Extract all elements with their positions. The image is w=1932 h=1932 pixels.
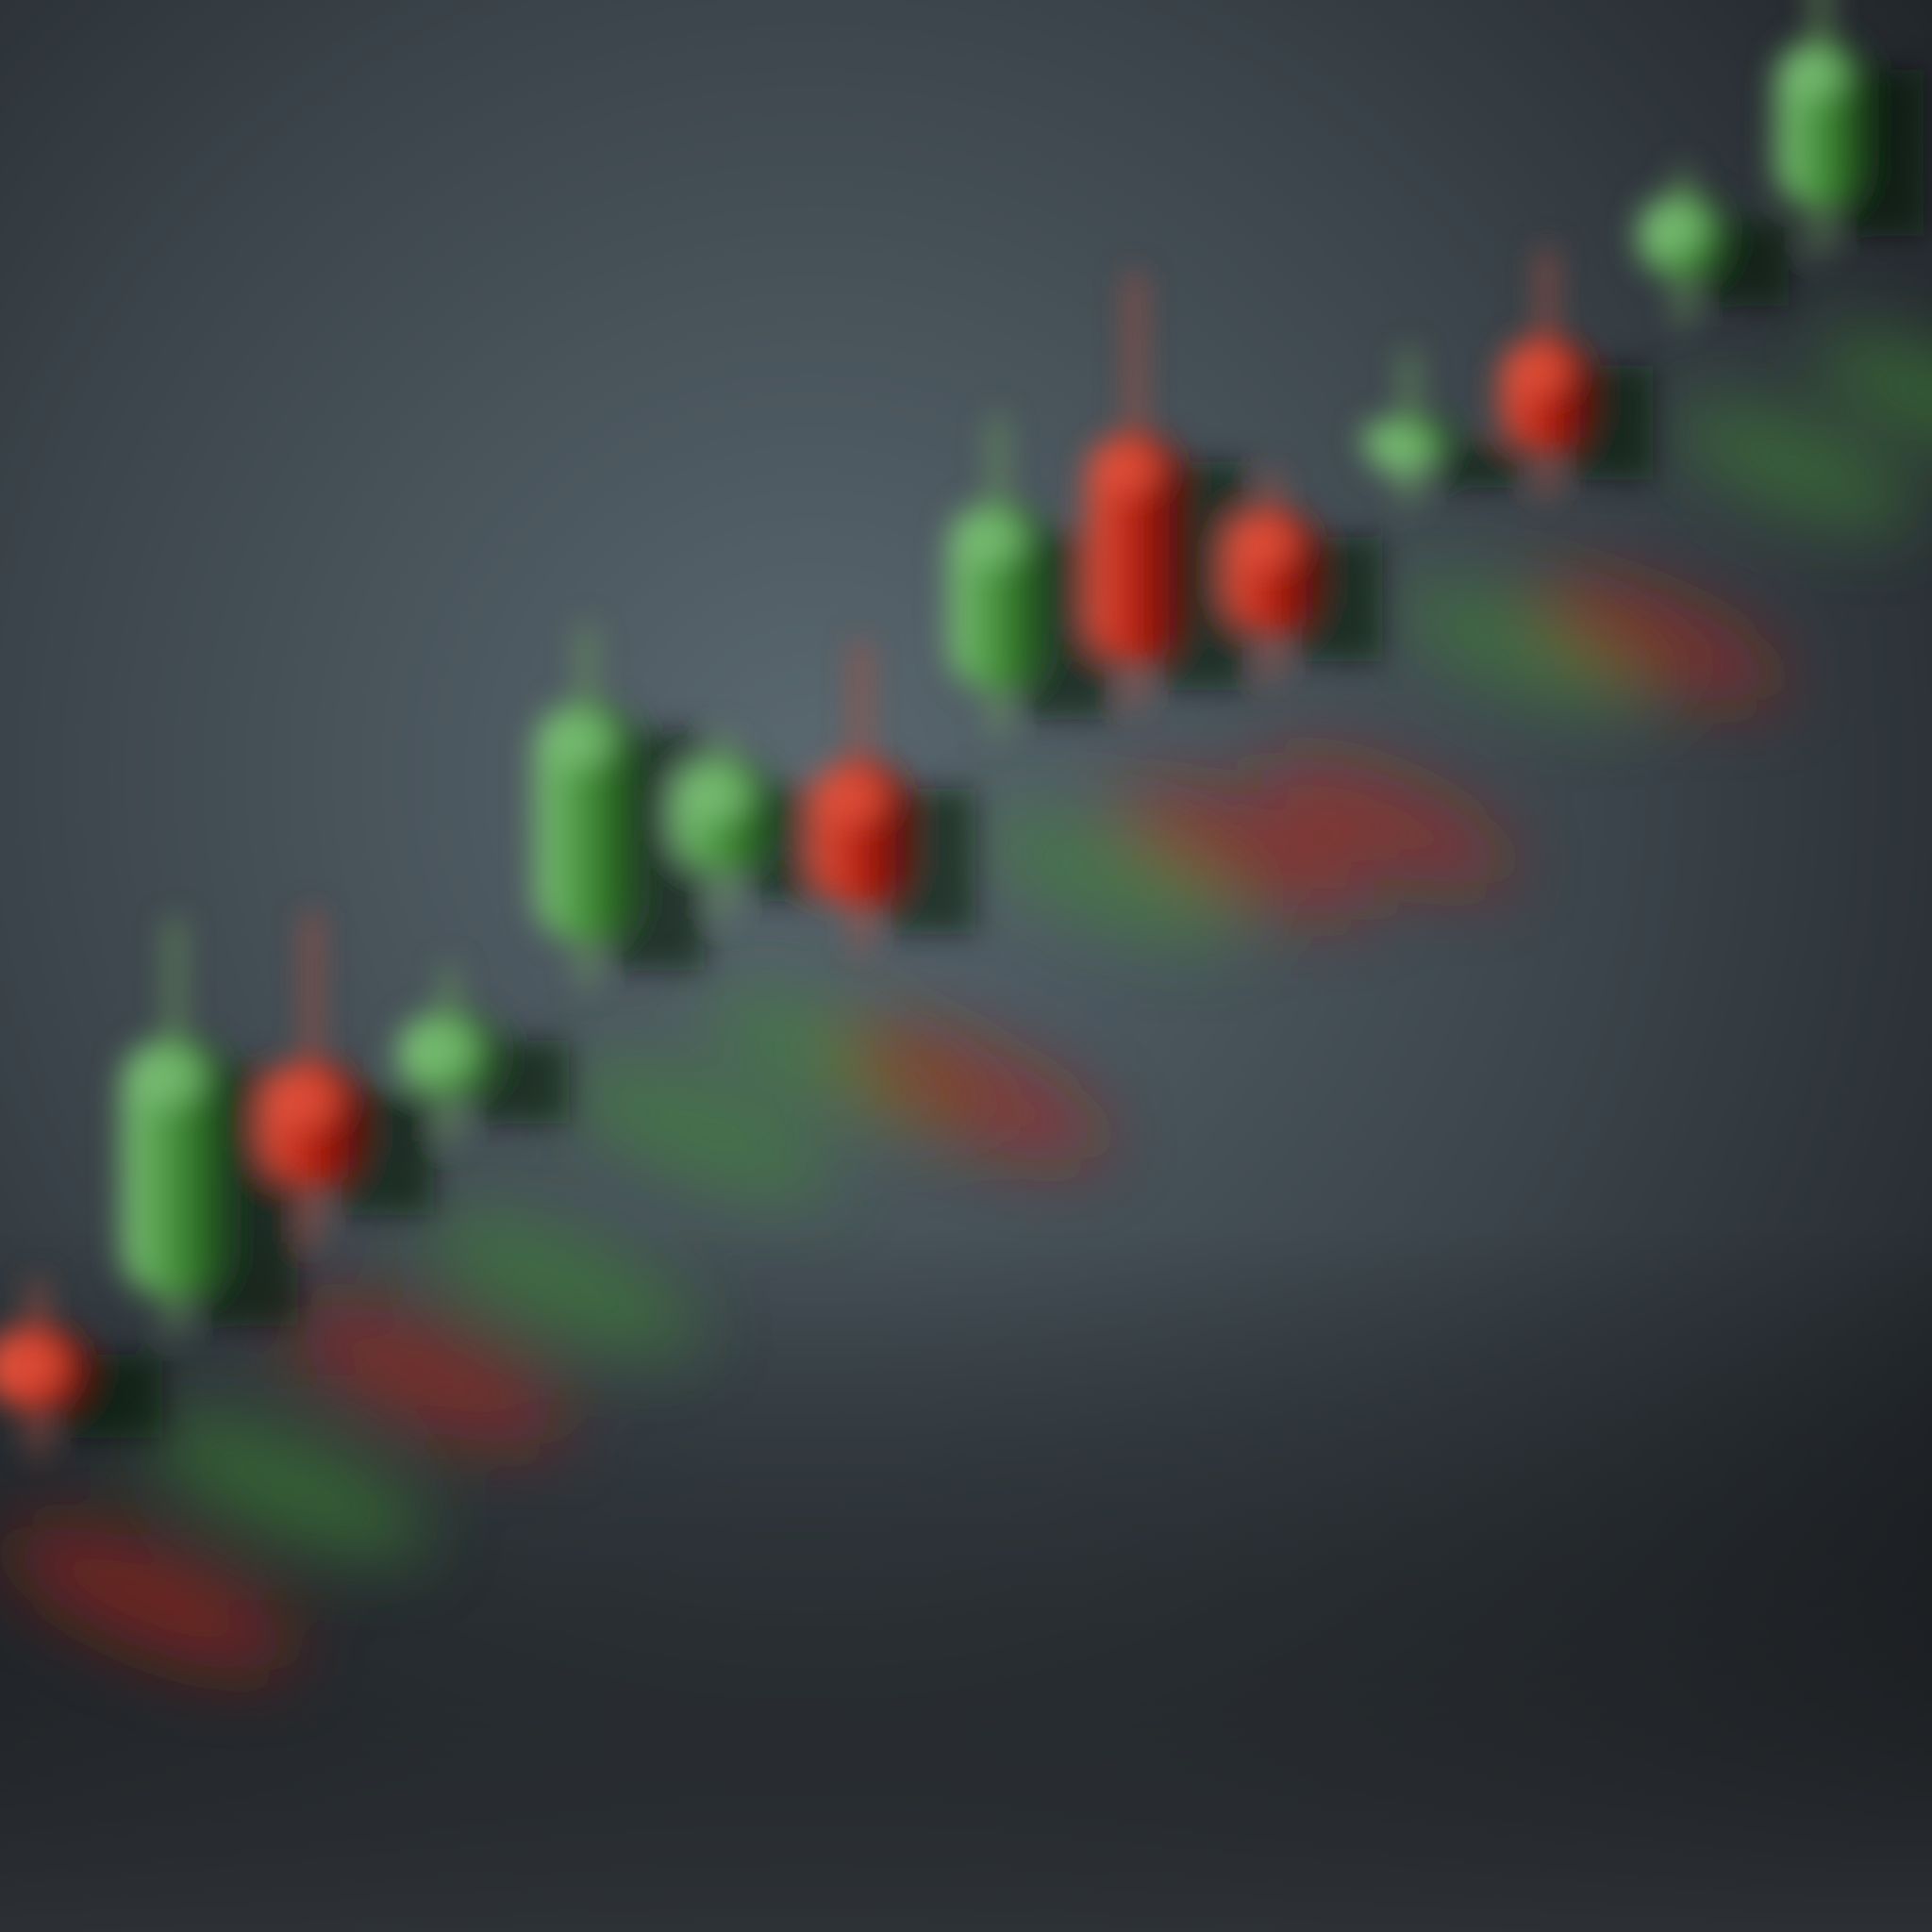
candle-reflection bbox=[1816, 336, 1932, 457]
candle-reflection bbox=[8, 1524, 293, 1672]
candle-highlight bbox=[1506, 343, 1573, 396]
candle-highlight bbox=[1368, 424, 1436, 477]
candle-reflections bbox=[8, 336, 1932, 1672]
candle-highlight bbox=[678, 764, 752, 823]
candle-shadow bbox=[1432, 445, 1518, 488]
candle-reflection bbox=[1538, 577, 1781, 703]
candle-highlight bbox=[954, 510, 1025, 566]
candle-highlight bbox=[1643, 201, 1709, 253]
candle-reflection bbox=[1677, 405, 1916, 528]
candle-reflection bbox=[287, 1304, 564, 1446]
candle-reflection bbox=[565, 1061, 835, 1200]
candle-reflection bbox=[1260, 758, 1510, 887]
candle-highlight bbox=[1091, 440, 1162, 495]
candle-highlight bbox=[541, 710, 616, 769]
candle-highlight bbox=[816, 767, 889, 824]
candle-reflection bbox=[1399, 585, 1646, 711]
candle-reflection bbox=[147, 1414, 428, 1558]
candle-highlight bbox=[0, 1334, 69, 1395]
bullish-candle-body bbox=[121, 1038, 229, 1298]
candle-highlight bbox=[403, 1019, 479, 1078]
candle-reflection bbox=[1121, 785, 1375, 916]
candle-reflection bbox=[842, 1027, 1105, 1162]
candle-highlight bbox=[1229, 515, 1299, 569]
candle-highlight bbox=[1781, 47, 1846, 98]
candle-highlight bbox=[265, 1069, 342, 1128]
candle-reflection bbox=[425, 1214, 699, 1355]
candles bbox=[0, 0, 1924, 1457]
candle-reflection bbox=[982, 812, 1241, 945]
candle-highlight bbox=[127, 1045, 206, 1107]
